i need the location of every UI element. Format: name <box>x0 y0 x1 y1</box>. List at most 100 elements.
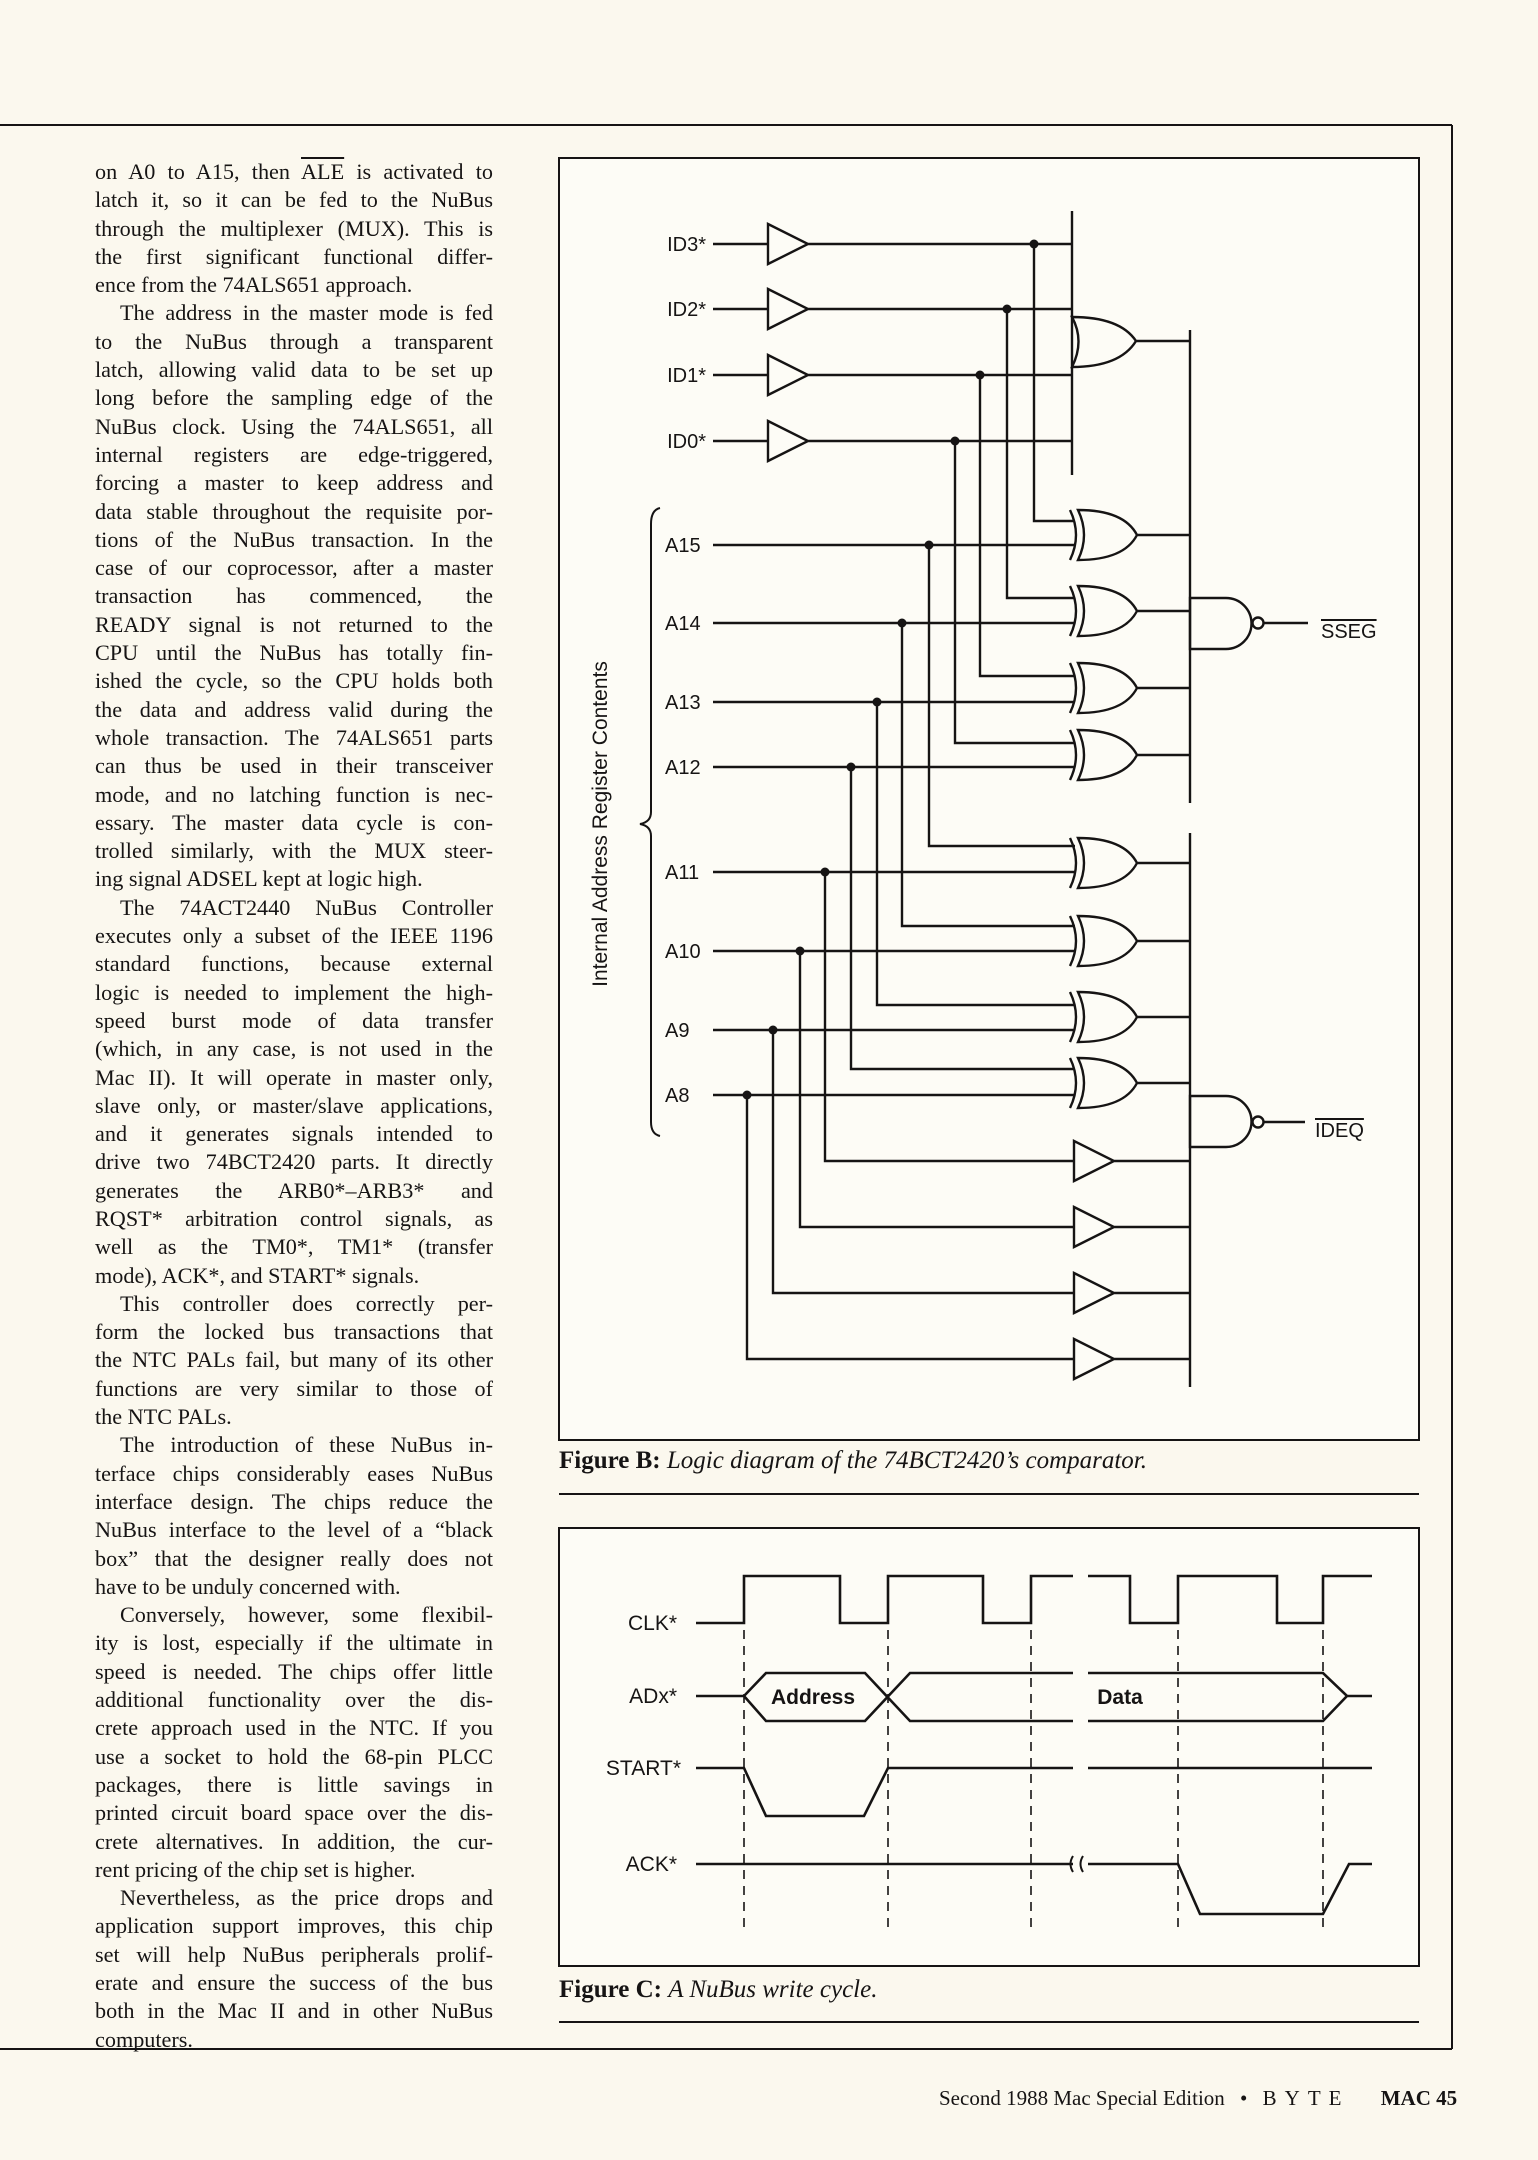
clk-label: CLK* <box>628 1612 677 1635</box>
clock-edge-markers <box>743 1630 1324 1929</box>
text-line: computers. <box>95 2026 193 2052</box>
text-line: trolled similarly, with the MUX steer- <box>95 838 493 864</box>
text-line: Nevertheless, as the price drops and <box>120 1885 493 1911</box>
text-line: transaction has commenced, the <box>95 583 493 609</box>
text-line: Mac II). It will operate in master only, <box>95 1064 493 1090</box>
address-brace <box>639 507 661 1137</box>
page-number: MAC 45 <box>1380 2086 1458 2110</box>
a8-label: A8 <box>665 1085 689 1107</box>
text-line: the NTC PALs. <box>95 1404 232 1430</box>
text-line: mode, and no latching function is nec- <box>95 781 493 807</box>
text-line: generates the ARB0*–ARB3* and <box>95 1177 493 1203</box>
figure-c-caption: Figure C: A NuBus write cycle. <box>559 1976 877 2004</box>
text-line: speed burst mode of data transfer <box>95 1007 493 1033</box>
start-waveform <box>696 1766 1372 1818</box>
xor-gate <box>1068 836 1190 890</box>
a15-label: A15 <box>665 535 701 557</box>
text-line: CPU until the NuBus has totally fin- <box>95 640 493 666</box>
xor-gate <box>1068 728 1190 782</box>
xor-gates <box>1068 508 1190 1110</box>
time-break-icon <box>1069 1855 1084 1873</box>
id2-label: ID2* <box>667 299 706 321</box>
address-buffers <box>1072 1139 1190 1381</box>
text-line: NuBus interface to the level of a “black <box>95 1517 493 1543</box>
id3-label: ID3* <box>667 234 706 256</box>
figure-c-frame <box>558 1527 1420 1967</box>
text-line: slave only, or master/slave applications… <box>95 1092 493 1118</box>
a10-label: A10 <box>665 941 701 963</box>
a11-label: A11 <box>665 862 699 884</box>
ideq-output-label: IDEQ <box>1315 1120 1364 1142</box>
figure-c-caption-label: Figure C: <box>559 1976 662 2003</box>
figure-c-caption-text: A NuBus write cycle. <box>668 1976 878 2003</box>
text-line: interface design. The chips reduce the <box>95 1488 493 1514</box>
text-line: crete alternatives. In addition, the cur… <box>95 1828 493 1854</box>
text-line: have to be unduly concerned with. <box>95 1573 401 1599</box>
figure-c: CLK* ADx* START* ACK* Address Data <box>558 1527 1420 2023</box>
text-line: standard functions, because external <box>95 951 493 977</box>
text-line: additional functionality over the dis- <box>95 1687 493 1713</box>
text-line: data stable throughout the requisite por… <box>95 498 493 524</box>
id-buffers <box>713 222 1072 463</box>
text-line: the NTC PALs fail, but many of its other <box>95 1347 493 1373</box>
text-line: functions are very similar to those of <box>95 1375 493 1401</box>
text-line: drive two 74BCT2420 parts. It directly <box>95 1149 493 1175</box>
text-line: The 74ACT2440 NuBus Controller <box>120 894 493 920</box>
text-line: whole transaction. The 74ALS651 parts <box>95 724 493 750</box>
sseg-nand-gate <box>1188 596 1308 651</box>
ack-label: ACK* <box>626 1853 677 1876</box>
figure-b-caption-text: Logic diagram of the 74BCT2420’s compara… <box>666 1447 1148 1474</box>
text-line: case of our coprocessor, after a master <box>95 555 493 581</box>
a14-label: A14 <box>665 613 701 635</box>
article-column: on A0 to A15, then ALE is activated to la… <box>95 158 493 2054</box>
text-line: crete approach used in the NTC. If you <box>95 1715 493 1741</box>
figure-b: ID3* ID2* ID1* ID0* A15 A14 A13 A12 A11 … <box>558 157 1420 1495</box>
text-line: internal registers are edge-triggered, <box>95 441 493 467</box>
page-footer: Second 1988 Mac Special Edition • BYTE M… <box>939 2086 1457 2111</box>
address-phase-label: Address <box>771 1686 855 1709</box>
or-gate <box>1069 315 1190 369</box>
text-line: speed is needed. The chips offer little <box>95 1658 493 1684</box>
xor-gate <box>1068 914 1190 968</box>
text-line: box” that the designer really does not <box>95 1545 493 1571</box>
xor-gate <box>1068 990 1190 1044</box>
a9-label: A9 <box>665 1020 689 1042</box>
junction-dots <box>742 239 1039 1100</box>
footer-bullet: • <box>1240 2086 1248 2110</box>
text-line: The introduction of these NuBus in- <box>120 1432 493 1458</box>
text-line: ity is lost, especially if the ultimate … <box>95 1630 493 1656</box>
text-line: Conversely, however, some flexibil- <box>120 1602 493 1628</box>
text-line: The address in the master mode is fed <box>120 300 493 326</box>
text-line: executes only a subset of the IEEE 1196 <box>95 923 493 949</box>
data-phase-label: Data <box>1097 1686 1143 1709</box>
a12-label: A12 <box>665 757 701 779</box>
text-line: mode), ACK*, and START* signals. <box>95 1262 420 1288</box>
xor-gate <box>1068 661 1190 715</box>
edition-label: Second 1988 Mac Special Edition <box>939 2086 1225 2110</box>
text-line: both in the Mac II and in other NuBus <box>95 1998 493 2024</box>
text-line: forcing a master to keep address and <box>95 470 493 496</box>
ideq-nand-gate <box>1188 1094 1305 1149</box>
xor-gate <box>1068 1056 1190 1110</box>
text-line: NuBus clock. Using the 74ALS651, all <box>95 413 493 439</box>
xor-gate <box>1068 508 1190 562</box>
text-line: form the locked bus transactions that <box>95 1319 493 1345</box>
sseg-output-label: SSEG <box>1321 621 1377 643</box>
text-line: RQST* arbitration control signals, as <box>95 1205 493 1231</box>
clk-waveform <box>696 1574 1372 1625</box>
id1-label: ID1* <box>667 365 706 387</box>
group-label: Internal Address Register Contents <box>589 661 612 987</box>
a13-label: A13 <box>665 692 701 714</box>
text-line: ing signal ADSEL kept at logic high. <box>95 866 423 892</box>
text-line: terface chips considerably eases NuBus <box>95 1460 493 1486</box>
text-line: long before the sampling edge of the <box>95 385 493 411</box>
text-line: set will help NuBus peripherals prolif- <box>95 1941 493 1967</box>
ack-waveform <box>696 1862 1372 1916</box>
text-line: erate and ensure the success of the bus <box>95 1970 493 1995</box>
text-line: essary. The master data cycle is con- <box>95 809 493 835</box>
adx-waveform <box>696 1671 1372 1723</box>
text-line: the data and address valid during the <box>95 696 493 722</box>
text-line: well as the TM0*, TM1* (transfer <box>95 1234 493 1260</box>
text-line: on A0 to A15, then ALE is activated to <box>95 158 493 186</box>
text-line: This controller does correctly per- <box>120 1290 493 1316</box>
